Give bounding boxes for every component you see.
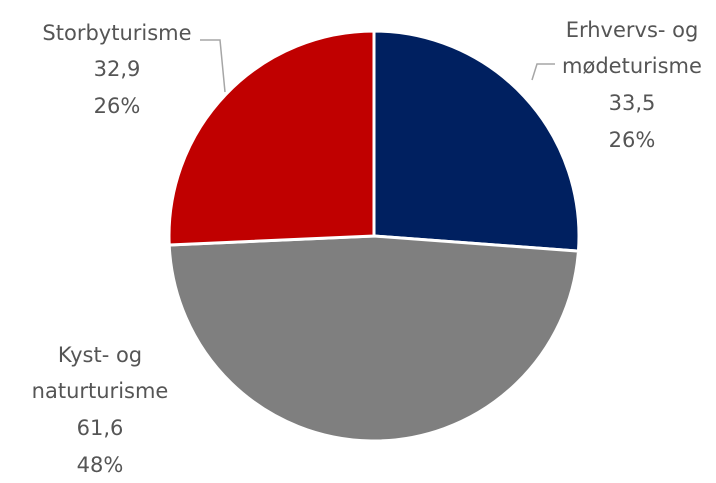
slice-label-erhvervs: Erhvervs- og mødeturisme 33,5 26% <box>562 18 702 152</box>
slice-name-line: naturturisme <box>32 379 169 403</box>
slice-name-line: mødeturisme <box>562 54 702 78</box>
slice-name-line: Kyst- og <box>58 343 142 367</box>
pie-slice-kyst-og-naturturisme <box>167 234 580 443</box>
pie-slice-erhvervs-og-m-deturisme <box>372 29 581 253</box>
slice-name-line: Erhvervs- og <box>566 18 699 42</box>
slice-percent-label: 26% <box>94 94 141 118</box>
slice-value-label: 33,5 <box>609 91 656 115</box>
pie-slice-storbyturisme <box>167 29 376 247</box>
leader-lines <box>200 39 555 93</box>
slice-value-label: 61,6 <box>77 416 124 440</box>
slice-value-label: 32,9 <box>94 57 141 81</box>
slice-percent-label: 26% <box>609 128 656 152</box>
slice-label-storby: Storbyturisme 32,9 26% <box>42 21 191 118</box>
slice-percent-label: 48% <box>77 453 124 477</box>
leader-line-erhvervs <box>531 63 555 81</box>
leader-line-storby <box>200 39 226 93</box>
pie-slices <box>167 29 581 443</box>
slice-name-line: Storbyturisme <box>42 21 191 45</box>
slice-label-kyst: Kyst- og naturturisme 61,6 48% <box>32 343 169 477</box>
